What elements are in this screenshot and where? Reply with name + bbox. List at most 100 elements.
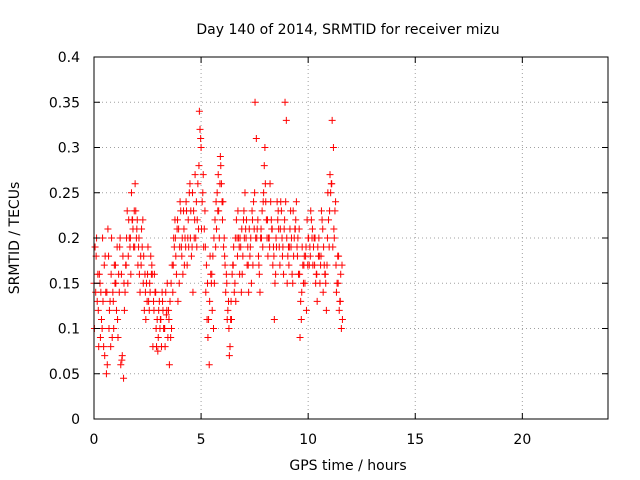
data-point: [232, 297, 240, 305]
data-point: [162, 311, 170, 319]
data-point: [323, 261, 331, 269]
data-point: [307, 207, 315, 215]
data-point: [117, 361, 125, 369]
data-point: [160, 325, 168, 332]
data-point: [297, 315, 305, 323]
data-point: [239, 216, 247, 224]
data-point: [276, 261, 284, 269]
data-point: [178, 252, 186, 260]
data-point: [141, 270, 149, 278]
data-point: [184, 234, 192, 242]
data-point: [231, 279, 239, 287]
data-point: [302, 306, 310, 314]
data-point: [134, 261, 142, 269]
data-point: [145, 306, 153, 314]
data-point: [142, 315, 150, 323]
data-point: [191, 171, 199, 179]
y-tick-label: 0: [71, 412, 80, 428]
data-point: [92, 288, 100, 296]
data-point: [187, 252, 195, 260]
x-tick-label: 0: [90, 432, 99, 448]
data-point: [274, 216, 282, 224]
data-point: [297, 297, 305, 305]
data-point: [165, 361, 173, 369]
data-point: [322, 279, 330, 287]
data-point: [292, 198, 300, 206]
data-point: [272, 270, 280, 278]
data-point: [176, 198, 184, 206]
data-point: [281, 98, 289, 106]
y-tick-label: 0.2: [58, 231, 80, 247]
data-point: [165, 315, 173, 323]
data-point: [269, 243, 277, 251]
data-point: [116, 234, 124, 242]
data-point: [285, 261, 293, 269]
data-point: [170, 234, 178, 242]
data-point: [154, 347, 162, 355]
data-point: [237, 288, 245, 296]
data-point: [119, 252, 127, 260]
data-point: [259, 243, 267, 251]
data-point: [321, 270, 329, 278]
data-point: [232, 216, 240, 224]
data-point: [107, 270, 115, 278]
data-point: [277, 207, 285, 215]
data-point: [174, 297, 182, 305]
data-point: [202, 261, 210, 269]
y-tick-label: 0.3: [58, 141, 80, 157]
data-point: [221, 252, 229, 260]
data-point: [196, 125, 204, 133]
data-point: [100, 261, 108, 269]
data-point: [195, 107, 203, 115]
data-point: [212, 243, 220, 251]
data-point: [184, 216, 192, 224]
data-point: [217, 162, 225, 170]
data-point: [123, 207, 131, 215]
data-point: [131, 180, 139, 188]
chart-title: Day 140 of 2014, SRMTID for receiver miz…: [196, 22, 499, 38]
data-point: [241, 189, 249, 197]
data-point: [229, 261, 237, 269]
data-point: [255, 261, 263, 269]
data-point: [114, 315, 122, 323]
data-point: [109, 288, 117, 296]
data-point: [288, 270, 296, 278]
data-point: [213, 189, 221, 197]
data-point: [216, 153, 224, 161]
data-point: [213, 225, 221, 233]
data-point: [324, 189, 332, 197]
data-point: [97, 315, 105, 323]
data-point: [317, 207, 325, 215]
data-point: [270, 315, 278, 323]
data-point: [266, 180, 274, 188]
data-point: [225, 352, 233, 360]
data-point: [169, 288, 177, 296]
data-point: [224, 306, 232, 314]
data-point: [293, 243, 301, 251]
data-point: [205, 361, 213, 369]
data-point: [220, 234, 228, 242]
data-point: [108, 234, 116, 242]
data-point: [245, 288, 253, 296]
data-point: [310, 234, 318, 242]
data-point: [99, 234, 107, 242]
data-point: [150, 297, 158, 305]
data-point: [105, 252, 113, 260]
data-point: [323, 234, 331, 242]
data-point: [126, 243, 134, 251]
data-point: [238, 270, 246, 278]
data-point: [188, 243, 196, 251]
data-point: [170, 243, 178, 251]
data-point: [295, 270, 303, 278]
data-point: [292, 216, 300, 224]
y-axis-label: SRMTID / TECUs: [7, 182, 23, 295]
data-point: [120, 374, 128, 382]
data-point: [96, 334, 104, 342]
data-point: [152, 288, 160, 296]
data-point: [99, 297, 107, 305]
data-point: [195, 162, 203, 170]
data-point: [246, 252, 254, 260]
data-point: [278, 234, 286, 242]
data-point: [180, 261, 188, 269]
data-points: [90, 98, 346, 382]
